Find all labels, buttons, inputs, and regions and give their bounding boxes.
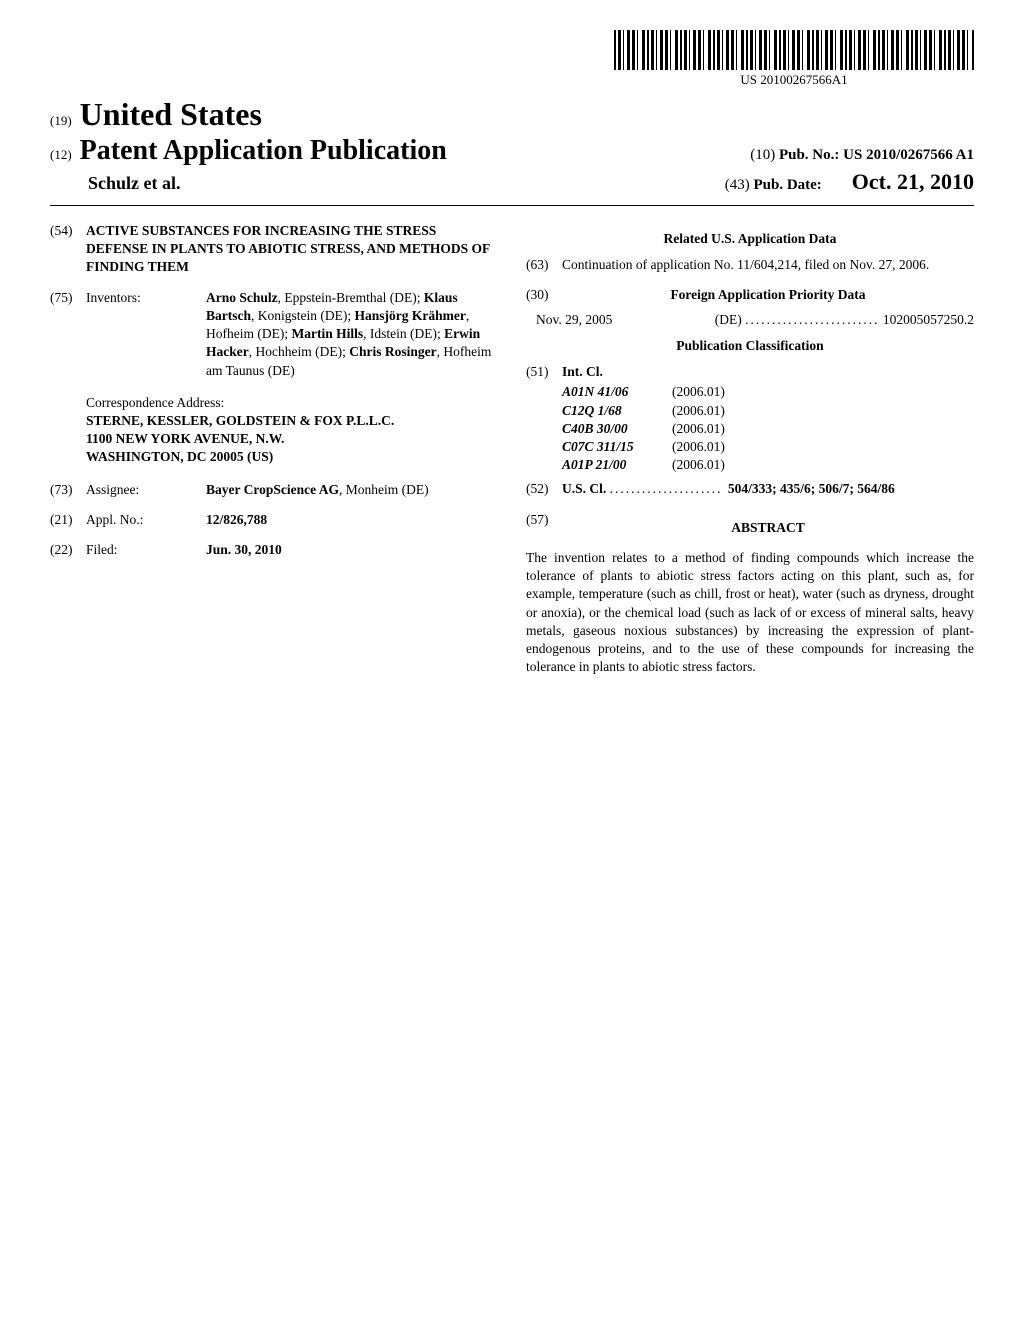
abstract-text: The invention relates to a method of fin… xyxy=(526,549,974,677)
corr-label: Correspondence Address: xyxy=(86,394,498,412)
correspondence-address: Correspondence Address: STERNE, KESSLER,… xyxy=(86,394,498,467)
tag-10: (10) xyxy=(750,147,775,163)
barcode xyxy=(614,30,974,70)
corr-line-1: STERNE, KESSLER, GOLDSTEIN & FOX P.L.L.C… xyxy=(86,412,498,430)
country-title: United States xyxy=(80,96,262,133)
publication-type: Patent Application Publication xyxy=(80,135,447,167)
intcl-code: A01P 21/00 xyxy=(562,456,672,474)
tag-12: (12) xyxy=(50,147,72,163)
priority-date: Nov. 29, 2005 xyxy=(536,311,612,329)
intcl-code: C40B 30/00 xyxy=(562,420,672,438)
intcl-table: A01N 41/06 (2006.01) C12Q 1/68 (2006.01)… xyxy=(562,383,974,474)
field-51: (51) Int. Cl. xyxy=(526,363,974,381)
inventors-list: Arno Schulz, Eppstein-Bremthal (DE); Kla… xyxy=(206,289,498,380)
field-30-num: (30) xyxy=(526,286,562,304)
divider xyxy=(50,205,974,206)
field-52: (52) U.S. Cl. ..................... 504/… xyxy=(526,480,974,498)
right-column: Related U.S. Application Data (63) Conti… xyxy=(526,222,974,676)
tag-19: (19) xyxy=(50,113,72,129)
field-52-num: (52) xyxy=(526,480,562,498)
intcl-year: (2006.01) xyxy=(672,456,725,474)
barcode-label: US 20100267566A1 xyxy=(614,72,974,88)
field-75-num: (75) xyxy=(50,289,86,380)
assignee: Bayer CropScience AG, Monheim (DE) xyxy=(206,481,498,499)
barcode-block: US 20100267566A1 xyxy=(50,30,974,88)
body-columns: (54) ACTIVE SUBSTANCES FOR INCREASING TH… xyxy=(50,222,974,676)
priority-appno: 102005057250.2 xyxy=(883,312,974,327)
abstract-title: ABSTRACT xyxy=(562,519,974,537)
field-57: (57) ABSTRACT xyxy=(526,511,974,545)
foreign-priority-title: Foreign Application Priority Data xyxy=(562,286,974,304)
authors-line: Schulz et al. xyxy=(50,173,181,194)
pubno-label: Pub. No.: xyxy=(779,147,839,163)
intcl-code: C07C 311/15 xyxy=(562,438,672,456)
intcl-row: C07C 311/15 (2006.01) xyxy=(562,438,974,456)
tag-43: (43) xyxy=(725,177,750,193)
left-column: (54) ACTIVE SUBSTANCES FOR INCREASING TH… xyxy=(50,222,498,676)
field-73: (73) Assignee: Bayer CropScience AG, Mon… xyxy=(50,481,498,499)
field-75-label: Inventors: xyxy=(86,289,206,380)
intcl-label: Int. Cl. xyxy=(562,364,603,379)
intcl-year: (2006.01) xyxy=(672,420,725,438)
field-21-num: (21) xyxy=(50,511,86,529)
field-75: (75) Inventors: Arno Schulz, Eppstein-Br… xyxy=(50,289,498,380)
header: (19) United States (12) Patent Applicati… xyxy=(50,96,974,195)
field-63: (63) Continuation of application No. 11/… xyxy=(526,256,974,274)
intcl-code: A01N 41/06 xyxy=(562,383,672,401)
uscl-value: 504/333; 435/6; 506/7; 564/86 xyxy=(728,481,895,496)
field-54-num: (54) xyxy=(50,222,86,277)
invention-title: ACTIVE SUBSTANCES FOR INCREASING THE STR… xyxy=(86,222,498,277)
intcl-row: C12Q 1/68 (2006.01) xyxy=(562,402,974,420)
pub-no: US 2010/0267566 A1 xyxy=(843,147,974,163)
pub-no-line: (10) Pub. No.: US 2010/0267566 A1 xyxy=(750,147,974,164)
field-73-num: (73) xyxy=(50,481,86,499)
field-54: (54) ACTIVE SUBSTANCES FOR INCREASING TH… xyxy=(50,222,498,277)
field-51-num: (51) xyxy=(526,363,562,381)
pubdate-label: Pub. Date: xyxy=(753,177,821,193)
intcl-year: (2006.01) xyxy=(672,402,725,420)
intcl-row: A01N 41/06 (2006.01) xyxy=(562,383,974,401)
field-21: (21) Appl. No.: 12/826,788 xyxy=(50,511,498,529)
intcl-year: (2006.01) xyxy=(672,383,725,401)
pub-classification-title: Publication Classification xyxy=(526,337,974,355)
uscl-label: U.S. Cl. xyxy=(562,481,606,496)
pub-date-line: (43) Pub. Date: Oct. 21, 2010 xyxy=(725,169,974,195)
intcl-row: A01P 21/00 (2006.01) xyxy=(562,456,974,474)
priority-row: Nov. 29, 2005 (DE) .....................… xyxy=(536,311,974,329)
intcl-code: C12Q 1/68 xyxy=(562,402,672,420)
field-30: (30) Foreign Application Priority Data xyxy=(526,286,974,304)
appl-no: 12/826,788 xyxy=(206,511,498,529)
field-22-label: Filed: xyxy=(86,541,206,559)
field-22: (22) Filed: Jun. 30, 2010 xyxy=(50,541,498,559)
uscl-line: U.S. Cl. ..................... 504/333; … xyxy=(562,480,974,498)
field-22-num: (22) xyxy=(50,541,86,559)
filed-date: Jun. 30, 2010 xyxy=(206,541,498,559)
pub-date: Oct. 21, 2010 xyxy=(852,169,974,194)
field-57-num: (57) xyxy=(526,511,562,545)
intcl-row: C40B 30/00 (2006.01) xyxy=(562,420,974,438)
corr-line-3: WASHINGTON, DC 20005 (US) xyxy=(86,448,498,466)
intcl-year: (2006.01) xyxy=(672,438,725,456)
field-21-label: Appl. No.: xyxy=(86,511,206,529)
corr-line-2: 1100 NEW YORK AVENUE, N.W. xyxy=(86,430,498,448)
field-63-num: (63) xyxy=(526,256,562,274)
field-73-label: Assignee: xyxy=(86,481,206,499)
continuation-text: Continuation of application No. 11/604,2… xyxy=(562,256,974,274)
related-data-title: Related U.S. Application Data xyxy=(526,230,974,248)
priority-cc: (DE) ......................... 102005057… xyxy=(715,311,974,329)
